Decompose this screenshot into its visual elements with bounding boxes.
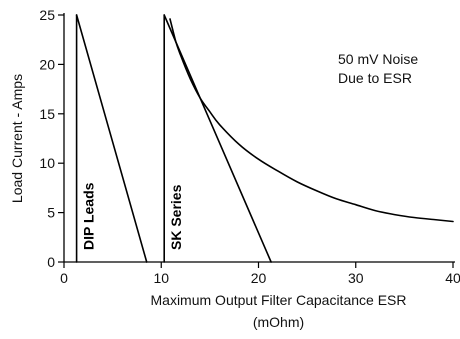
y-tick-label-0: 0 [47,254,55,270]
x-axis-title: Maximum Output Filter Capacitance ESR [151,292,407,308]
series-3-curve [169,18,454,223]
annotation-line-1: 50 mV Noise [338,51,418,67]
series-label-2: SK Series [168,184,184,250]
y-tick-label-25: 25 [39,7,55,23]
x-tick-label-0: 0 [60,270,68,286]
x-axis-title-unit: (mOhm) [253,314,304,330]
y-axis-title: Load Current - Amps [9,74,25,203]
y-tick-label-20: 20 [39,56,55,72]
series-2-segment-2 [163,14,272,263]
x-tick-label-10: 10 [153,270,169,286]
x-tick-label-20: 20 [251,270,267,286]
series-1-segment-2 [75,14,148,263]
x-tick-label-40: 40 [445,270,460,286]
y-tick-label-5: 5 [47,205,55,221]
series-label-1: DIP Leads [81,182,97,250]
x-tick-label-30: 30 [348,270,364,286]
y-tick-label-10: 10 [39,155,55,171]
y-tick-label-15: 15 [39,106,55,122]
annotation-line-2: Due to ESR [338,70,412,86]
